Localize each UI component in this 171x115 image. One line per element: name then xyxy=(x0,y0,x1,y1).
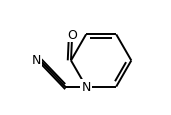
Text: O: O xyxy=(67,29,77,42)
Text: N: N xyxy=(32,53,41,66)
Text: N: N xyxy=(81,80,91,93)
